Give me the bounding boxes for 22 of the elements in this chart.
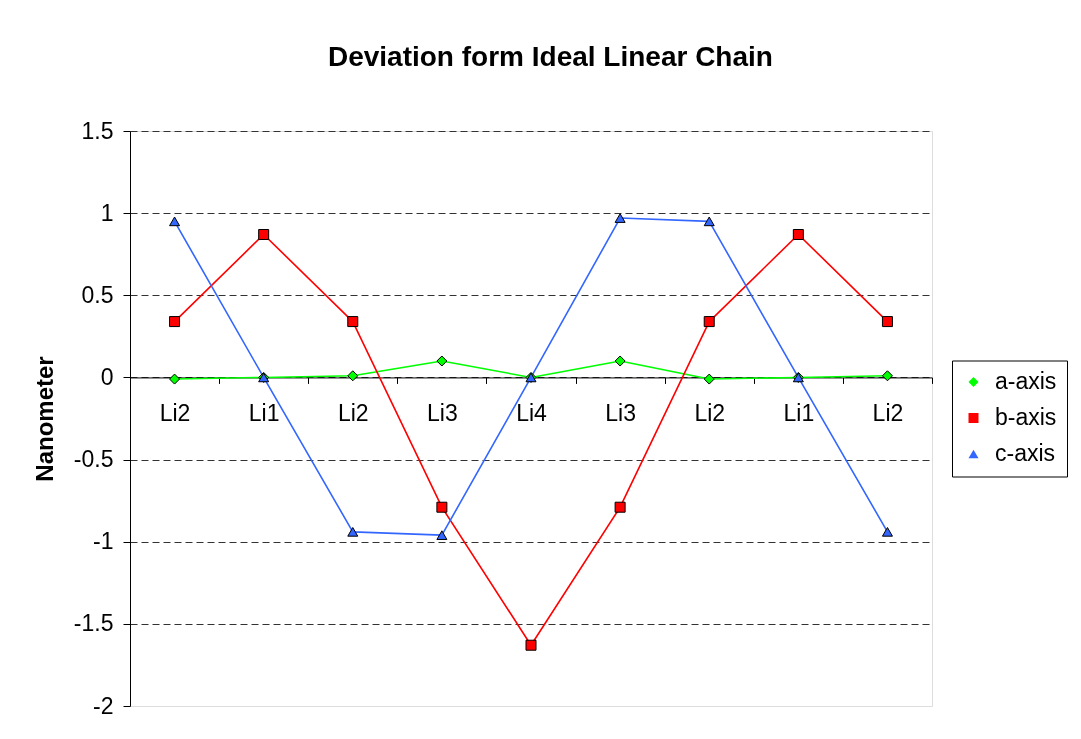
y-tick-label: -2 (93, 692, 114, 719)
x-tick-label: Li3 (605, 399, 636, 426)
x-tick-label: Li4 (516, 399, 548, 426)
legend-label: a-axis (995, 368, 1057, 394)
legend-label: b-axis (995, 404, 1057, 430)
x-tick-label: Li1 (248, 399, 280, 426)
y-tick-label: -1.5 (73, 610, 114, 637)
y-tick-label: 1 (100, 199, 114, 226)
x-tick-label: Li3 (427, 399, 458, 426)
x-tick-label: Li2 (872, 399, 904, 426)
x-tick-label: Li1 (783, 399, 815, 426)
x-tick-label: Li2 (337, 399, 369, 426)
y-tick-label: 1.5 (81, 117, 114, 144)
y-tick-label: 0 (100, 363, 114, 390)
y-tick-label: -0.5 (73, 446, 114, 473)
y-axis-title: Nanometer (30, 356, 58, 482)
y-tick-label: -1 (93, 528, 114, 555)
legend-label: c-axis (995, 440, 1056, 466)
x-tick-label: Li2 (159, 399, 191, 426)
chart-title: Deviation form Ideal Linear Chain (327, 41, 773, 72)
y-tick-label: 0.5 (81, 281, 114, 308)
x-tick-label: Li2 (694, 399, 726, 426)
